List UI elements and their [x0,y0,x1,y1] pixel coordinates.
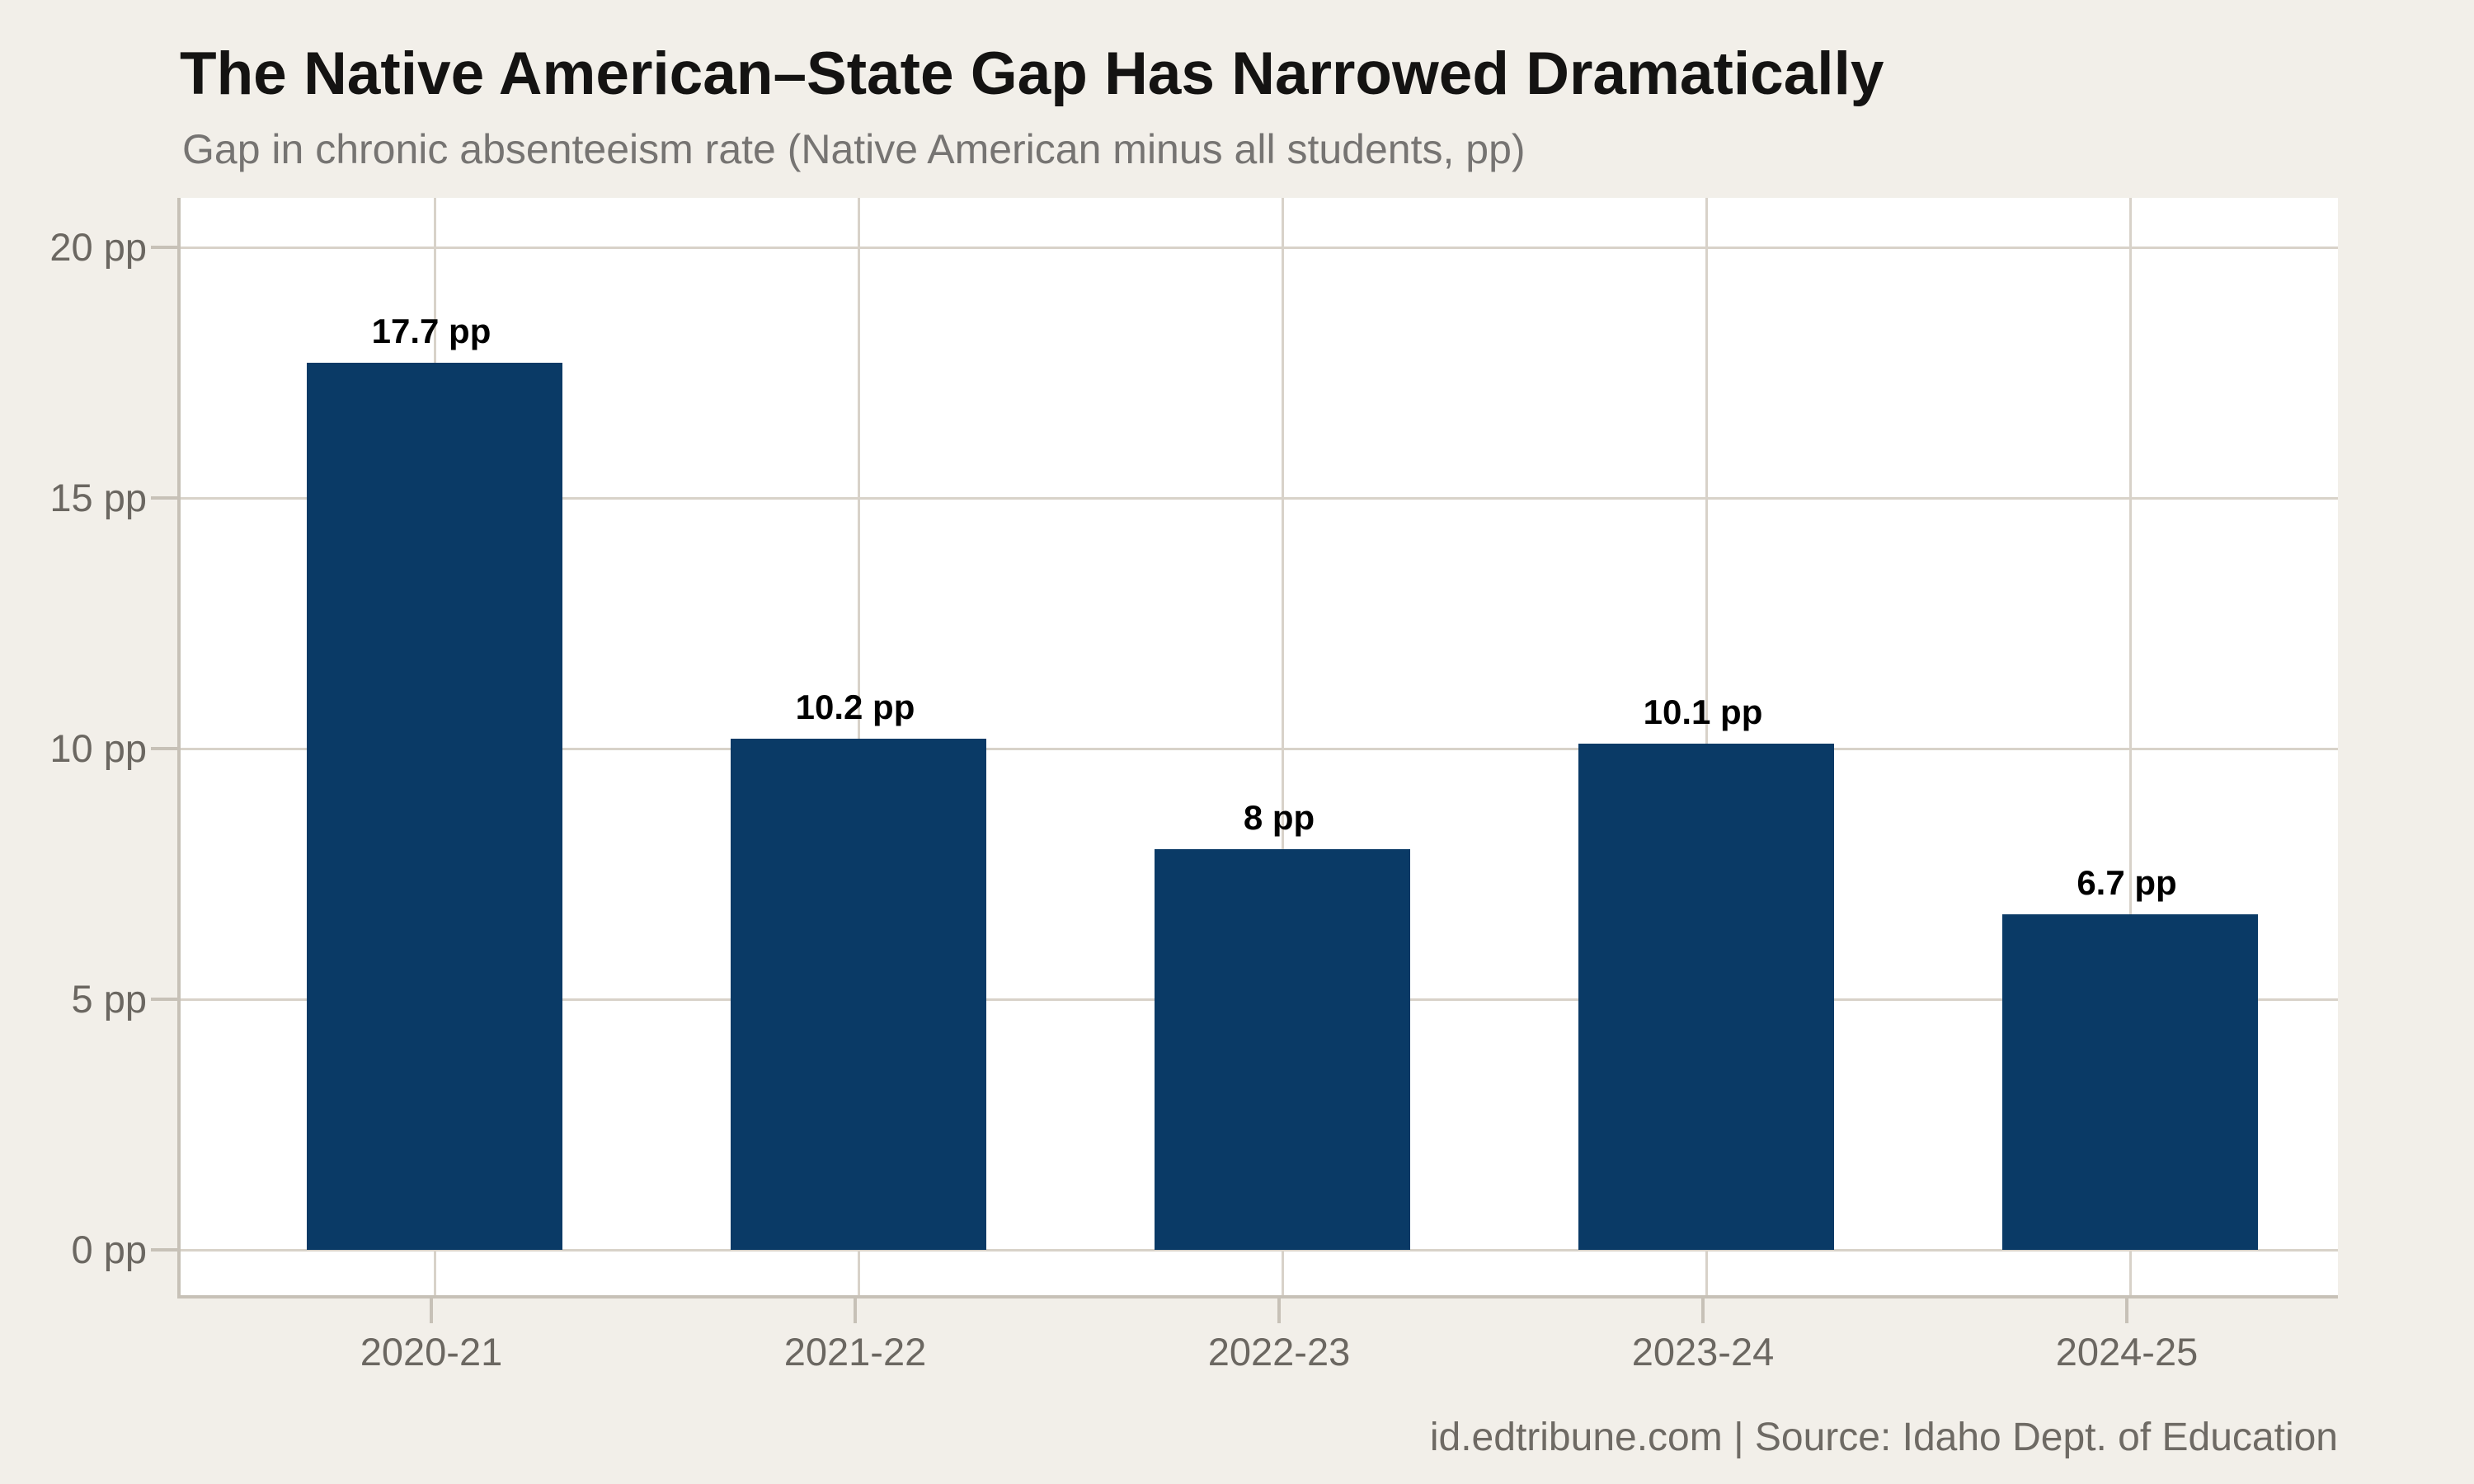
bar [1578,743,1834,1250]
y-axis-tick [151,1248,177,1252]
chart-subtitle: Gap in chronic absenteeism rate (Native … [182,126,1526,172]
y-axis-tick [151,747,177,750]
x-axis-tick-label: 2024-25 [2055,1330,2199,1374]
gridline-horizontal [181,1248,2338,1252]
bar-value-label: 6.7 pp [2077,862,2177,902]
y-axis-tick-label: 10 pp [49,726,147,770]
bar [1155,848,1410,1250]
x-axis-tick [1277,1298,1281,1323]
x-axis-tick-label: 2023-24 [1631,1330,1775,1374]
x-axis-tick [2125,1298,2128,1323]
y-axis-tick-label: 5 pp [71,977,147,1021]
bar-value-label: 17.7 pp [371,311,492,350]
bar-value-label: 10.1 pp [1643,692,1763,731]
y-axis-tick-label: 15 pp [49,476,147,519]
bar [307,362,562,1250]
y-axis-tick [151,496,177,500]
gridline-vertical [2128,198,2132,1295]
x-axis-tick-label: 2020-21 [360,1330,503,1374]
chart-title: The Native American–State Gap Has Narrow… [180,40,1884,107]
y-axis-tick-label: 20 pp [49,225,147,269]
y-axis-tick [151,246,177,249]
gridline-horizontal [181,747,2338,750]
x-axis-tick [1701,1298,1705,1323]
x-axis-tick [430,1298,433,1323]
gridline-horizontal [181,496,2338,500]
bar-value-label: 10.2 pp [795,687,915,726]
x-axis-tick-label: 2022-23 [1207,1330,1351,1374]
bar [2002,913,2258,1250]
gridline-vertical [1281,198,1284,1295]
x-axis-tick-label: 2021-22 [783,1330,927,1374]
y-axis-tick [151,998,177,1001]
x-axis-tick [854,1298,857,1323]
bar [731,738,986,1250]
bar-value-label: 8 pp [1243,797,1315,837]
plot-area [177,198,2338,1298]
y-axis-tick-label: 0 pp [71,1228,147,1271]
gridline-horizontal [181,246,2338,249]
source-credit: id.edtribune.com | Source: Idaho Dept. o… [1429,1416,2338,1459]
